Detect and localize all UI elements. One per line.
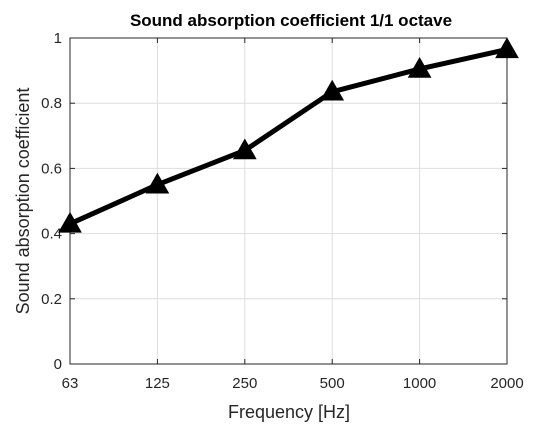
y-tick-label: 0.4	[41, 226, 62, 243]
y-tick-label: 1	[54, 30, 62, 47]
plot-area	[70, 38, 507, 364]
x-tick-label: 2000	[490, 375, 523, 392]
axes-box	[69, 37, 508, 365]
x-axis-label: Frequency [Hz]	[228, 402, 350, 422]
series-line	[67, 46, 510, 227]
x-tick-label: 500	[320, 375, 345, 392]
x-tick-label: 125	[145, 375, 170, 392]
axes	[69, 37, 508, 365]
y-tick-label: 0.8	[41, 95, 62, 112]
x-tick-label: 63	[62, 375, 79, 392]
data-series	[58, 37, 519, 233]
chart-title: Sound absorption coefficient 1/1 octave	[130, 11, 452, 30]
y-tick-label: 0	[54, 356, 62, 373]
tick-labels: 63 125 250 500 1000 2000 0 0.2 0.4 0.6 0.8 1	[41, 30, 524, 392]
data-point-marker	[495, 37, 519, 59]
data-point-marker	[407, 56, 432, 78]
grid	[69, 37, 508, 365]
y-axis-label: Sound absorption coefficient	[13, 88, 33, 315]
data-point-marker	[232, 138, 257, 160]
y-tick-label: 0.2	[41, 291, 62, 308]
x-tick-label: 1000	[403, 375, 436, 392]
data-point-marker	[58, 211, 82, 233]
data-point-marker	[320, 79, 345, 101]
data-point-marker	[145, 172, 170, 194]
y-tick-label: 0.6	[41, 160, 62, 177]
x-tick-label: 250	[232, 375, 257, 392]
